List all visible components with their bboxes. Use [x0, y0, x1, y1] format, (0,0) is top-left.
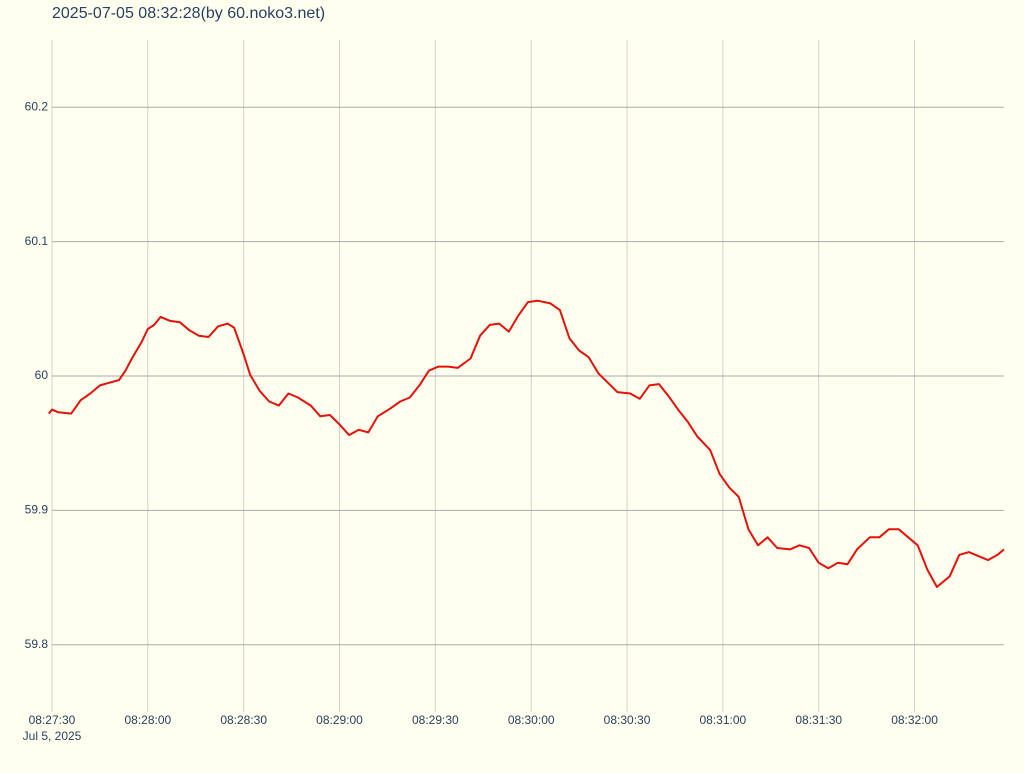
date-label: Jul 5, 2025 [23, 729, 82, 743]
x-tick-label: 08:29:00 [316, 713, 363, 727]
x-tick-label: 08:28:30 [220, 713, 267, 727]
x-tick-label: 08:30:30 [604, 713, 651, 727]
y-tick-label: 59.9 [25, 503, 49, 517]
y-tick-label: 59.8 [25, 637, 49, 651]
x-tick-label: 08:29:30 [412, 713, 459, 727]
x-tick-label: 08:31:30 [795, 713, 842, 727]
x-tick-label: 08:30:00 [508, 713, 555, 727]
line-series [48, 299, 1005, 588]
y-tick-label: 60.1 [25, 234, 49, 248]
y-tick-label: 60 [35, 368, 49, 382]
x-tick-label: 08:27:30 [29, 713, 76, 727]
x-tick-label: 08:32:00 [891, 713, 938, 727]
x-tick-label: 08:31:00 [700, 713, 747, 727]
x-tick-label: 08:28:00 [124, 713, 171, 727]
y-tick-label: 60.2 [25, 99, 49, 113]
chart-title: 2025-07-05 08:32:28(by 60.noko3.net) [52, 5, 325, 22]
